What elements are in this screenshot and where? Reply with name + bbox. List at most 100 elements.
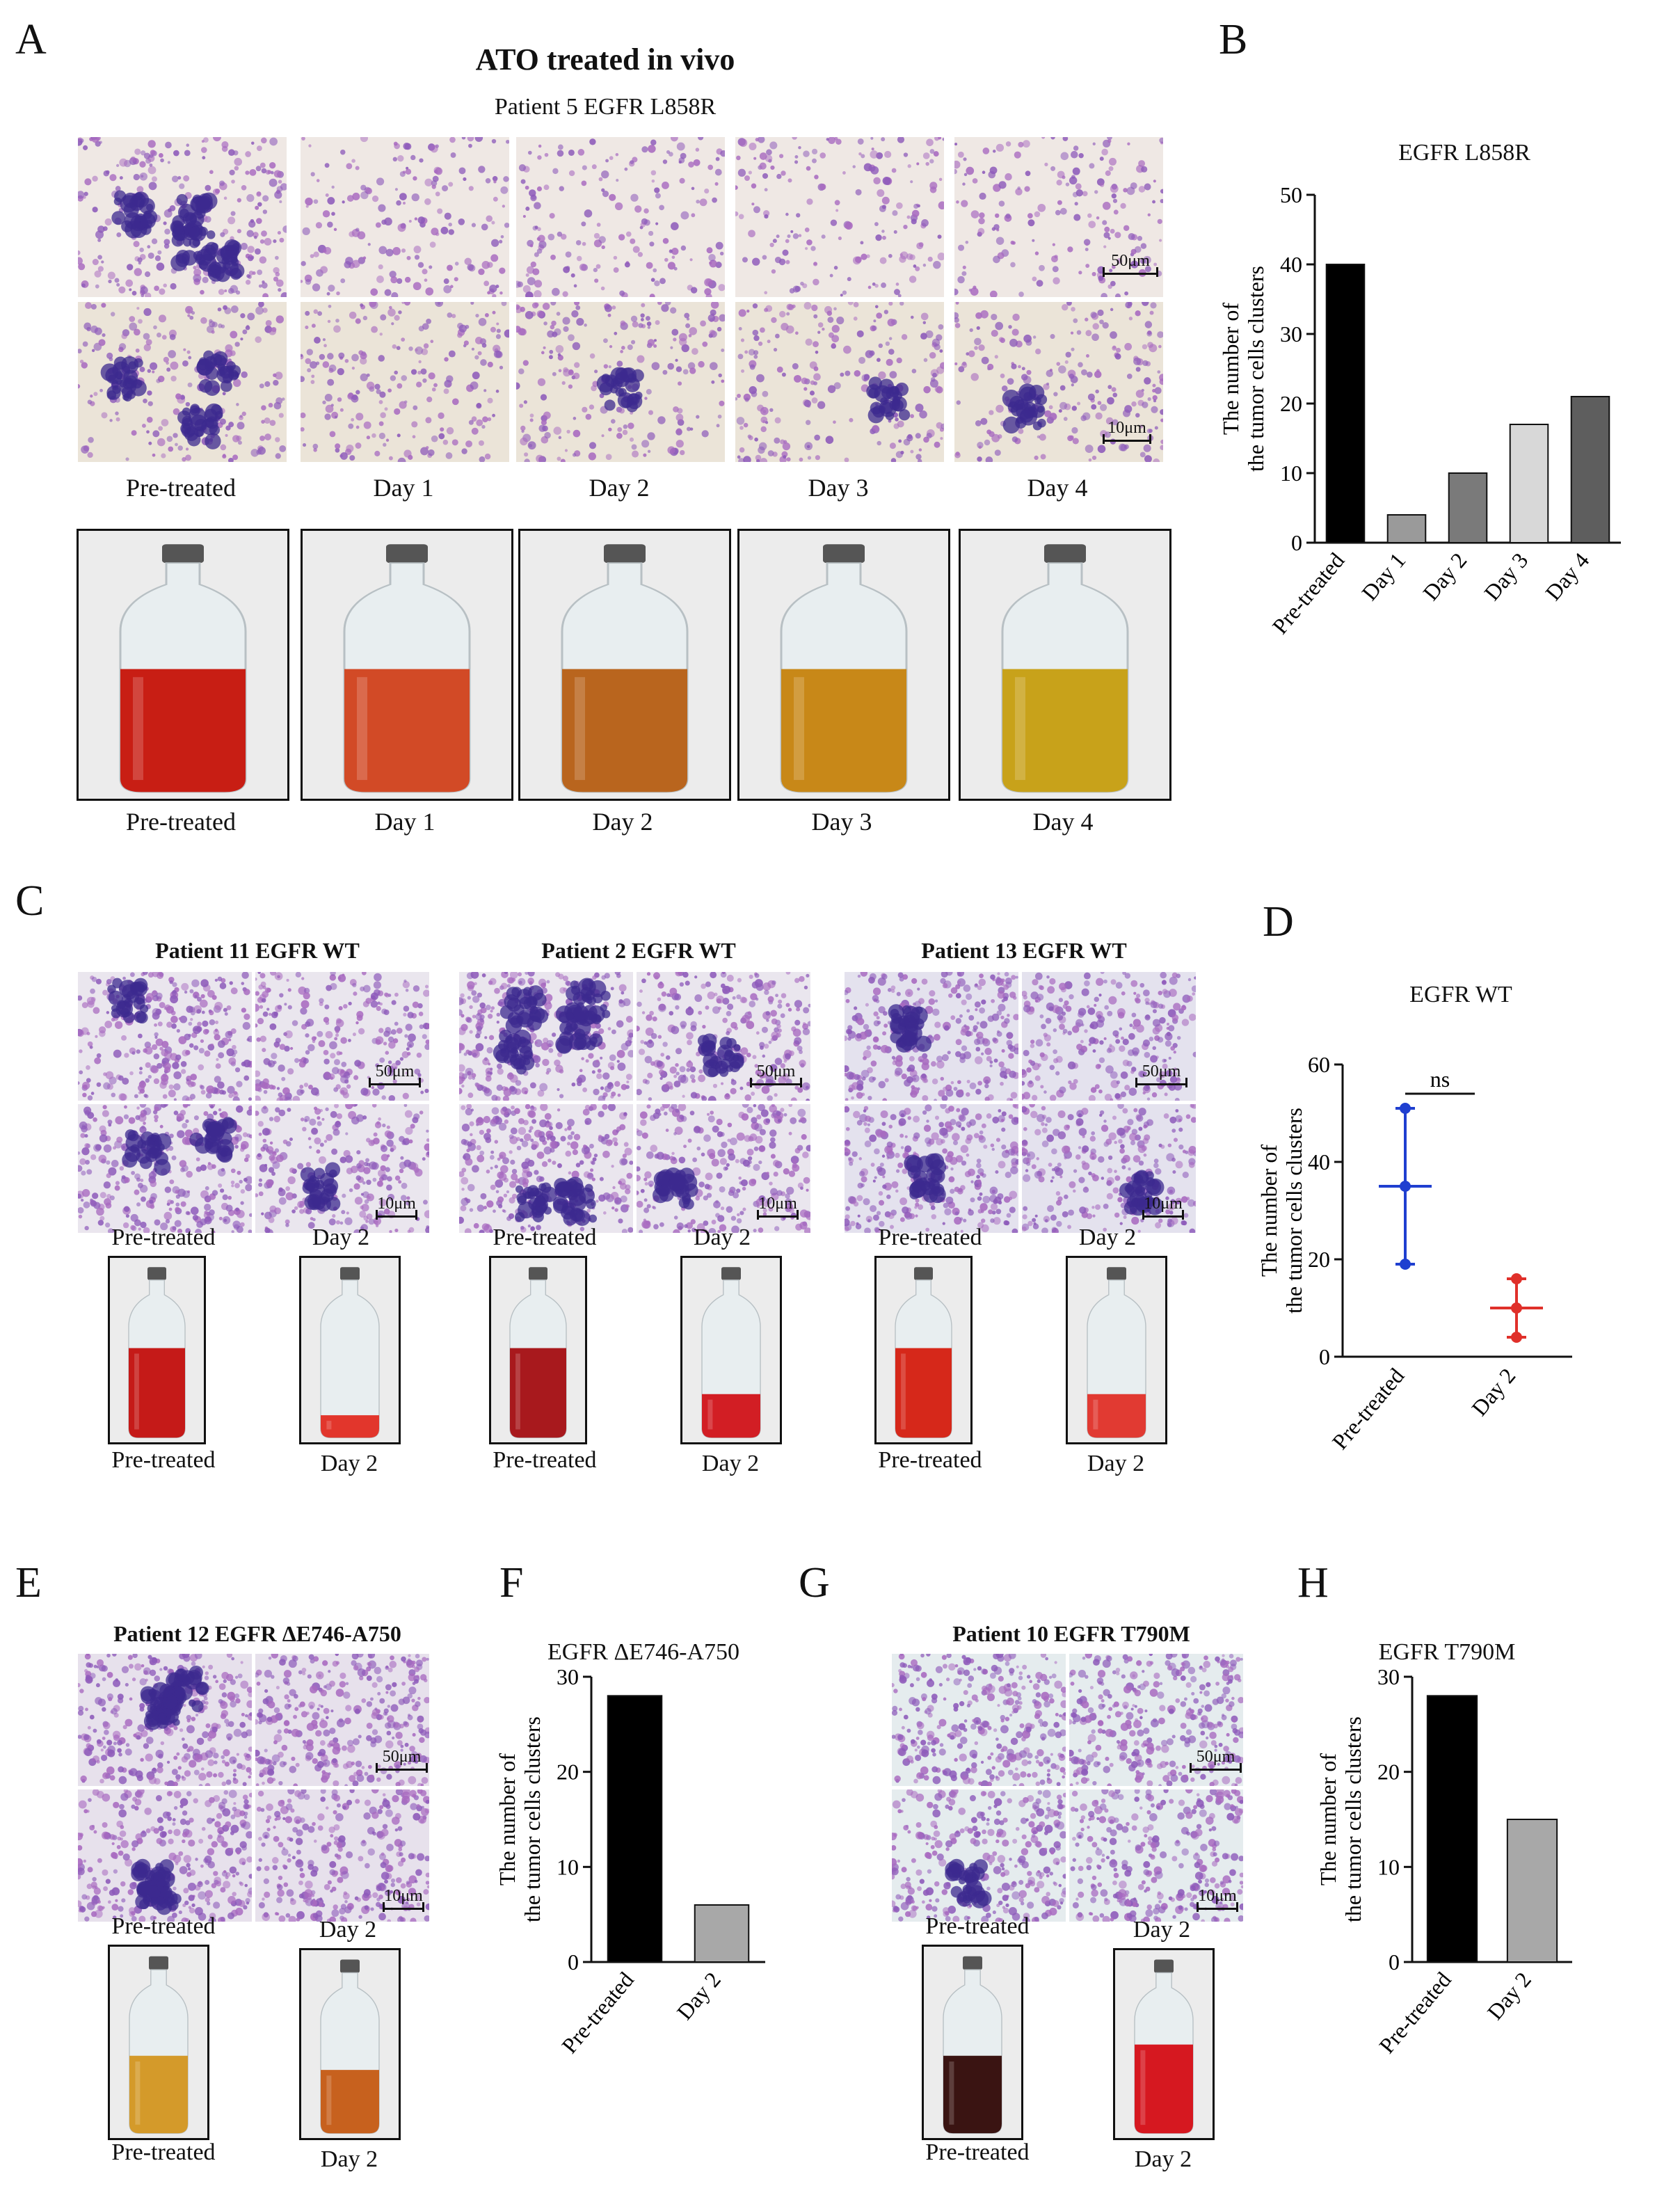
- panel-a-subtitle: Patient 5 EGFR L858R: [494, 94, 717, 120]
- bottle-panelE-day2: [299, 1948, 401, 2140]
- scale-bar-label: 50μm: [1111, 252, 1150, 270]
- micrograph-c1-day2-bottom: [254, 1103, 431, 1234]
- bottle-label-panelG-day2: Day 2: [1134, 2146, 1192, 2172]
- micrograph-a-top-1: [77, 136, 288, 298]
- bar-3: [1448, 472, 1488, 543]
- label-c1-day2: Day 2: [312, 1225, 370, 1250]
- micrograph-c3-pre-bottom: [843, 1103, 1020, 1234]
- label-c1-pre: Pre-treated: [111, 1225, 216, 1250]
- bottle-label-panelE-day2: Day 2: [320, 2146, 378, 2172]
- x-tick-label-1: Pre-treated: [557, 1967, 639, 2058]
- label-c3-pre: Pre-treated: [878, 1225, 982, 1250]
- micrograph-panelE-pre-top: [77, 1652, 253, 1787]
- bottle-c1-day2: [299, 1256, 401, 1444]
- panel-label-a: A: [15, 16, 47, 63]
- scale-bar-c1-top: 50μm: [369, 1058, 421, 1087]
- bottle-label-panelE-pre: Pre-treated: [111, 2139, 216, 2165]
- y-tick-label: 30: [1377, 1664, 1400, 1689]
- bottle-a-4: [737, 529, 950, 801]
- y-tick-label: 20: [1377, 1760, 1400, 1785]
- chart-d: EGFR WT The number ofthe tumor cells clus…: [1256, 982, 1572, 1454]
- chart-b: EGFR L858R The number ofthe tumor cells c…: [1218, 140, 1621, 639]
- micrograph-a-bottom-1: [77, 301, 288, 463]
- bottle-panelG-day2: [1113, 1948, 1215, 2140]
- scale-bar-label: 10μm: [1198, 1887, 1237, 1905]
- y-tick-label: 50: [1280, 182, 1302, 207]
- micrograph-label-4: Day 3: [808, 474, 869, 502]
- data-point-1-3: [1400, 1259, 1411, 1270]
- bar-5: [1570, 396, 1610, 543]
- y-tick-label: 0: [1389, 1949, 1400, 1975]
- panel-a-title: ATO treated in vivo: [475, 42, 735, 77]
- y-tick-label: 20: [1308, 1247, 1330, 1272]
- label-c2-pre: Pre-treated: [493, 1225, 597, 1250]
- micrograph-c2-pre-bottom: [458, 1103, 634, 1234]
- y-tick-label: 60: [1308, 1052, 1330, 1077]
- bar-4: [1509, 424, 1549, 543]
- bar-2: [1386, 514, 1427, 543]
- micrograph-label-3: Day 2: [589, 474, 650, 502]
- bottle-a-2: [301, 529, 513, 801]
- y-tick-label: 10: [557, 1854, 579, 1879]
- y-axis-label: The number ofthe tumor cells clusters: [1315, 1716, 1366, 1922]
- micrograph-panelE-day2-bottom: [254, 1788, 431, 1923]
- bottle-label-c2-day2: Day 2: [701, 1451, 760, 1476]
- y-tick-label: 10: [1280, 461, 1302, 486]
- panel-c-group-title-2: Patient 2 EGFR WT: [541, 938, 736, 963]
- y-tick-label: 0: [1291, 530, 1302, 555]
- panel-label-c: C: [15, 877, 45, 925]
- bottle-label-c1-pre: Pre-treated: [111, 1447, 216, 1473]
- bottle-label-a-1: Pre-treated: [126, 808, 236, 836]
- bar-1: [1426, 1695, 1478, 1963]
- bar-2: [694, 1904, 750, 1963]
- bottle-label-a-2: Day 1: [374, 808, 435, 836]
- scale-bar-label: 50μm: [382, 1748, 422, 1766]
- y-axis-label: The number ofthe tumor cells clusters: [495, 1716, 545, 1922]
- bottle-c2-day2: [680, 1256, 782, 1444]
- y-tick-label: 20: [1280, 391, 1302, 416]
- label-panelG-pre: Pre-treated: [925, 1913, 1030, 1939]
- bottle-a-5: [959, 529, 1171, 801]
- bottle-c2-pre: [489, 1256, 587, 1444]
- label-c3-day2: Day 2: [1078, 1225, 1137, 1250]
- scale-bar-label: 10μm: [1144, 1195, 1183, 1213]
- panel-label-e: E: [15, 1559, 42, 1606]
- scale-bar-label: 10μm: [758, 1195, 797, 1213]
- x-tick-label-1: Pre-treated: [1267, 548, 1350, 639]
- scale-bar-label: 10μm: [384, 1887, 423, 1905]
- x-tick-label-2: Day 1: [1357, 548, 1410, 605]
- bottle-a-3: [518, 529, 731, 801]
- micrograph-panelG-day2-bottom: [1068, 1788, 1245, 1923]
- scale-bar-panelG-top: 50μm: [1190, 1743, 1242, 1773]
- bottle-panelE-pre: [108, 1945, 209, 2140]
- panel-label-f: F: [499, 1559, 524, 1606]
- micrograph-a-bottom-4: [734, 301, 945, 463]
- y-tick-label: 40: [1280, 252, 1302, 277]
- bottle-label-panelG-pre: Pre-treated: [925, 2139, 1030, 2165]
- micrograph-c2-day2-bottom: [635, 1103, 812, 1234]
- scale-bar-c1-bottom: 10μm: [376, 1190, 417, 1220]
- micrograph-a-top-2: [299, 136, 511, 298]
- micrograph-panelE-day2-top: [254, 1652, 431, 1787]
- bottle-a-1: [77, 529, 289, 801]
- panel-label-b: B: [1219, 16, 1248, 63]
- bottle-panelG-pre: [922, 1945, 1023, 2140]
- bottle-label-a-5: Day 4: [1032, 808, 1094, 836]
- data-point-1-1: [1400, 1103, 1411, 1114]
- micrograph-panelG-pre-bottom: [890, 1788, 1067, 1923]
- y-tick-label: 30: [1280, 321, 1302, 346]
- micrograph-a-top-3: [515, 136, 726, 298]
- micrograph-c1-pre-top: [77, 971, 253, 1102]
- micrograph-c3-day2-top: [1021, 971, 1197, 1102]
- data-point-2-3: [1511, 1332, 1522, 1343]
- data-point-1-2: [1400, 1181, 1411, 1192]
- bottle-label-a-4: Day 3: [811, 808, 872, 836]
- bar-1: [607, 1695, 663, 1963]
- y-tick-label: 20: [557, 1760, 579, 1785]
- data-point-2-2: [1511, 1302, 1522, 1314]
- chart-title: EGFR WT: [1409, 982, 1512, 1007]
- micrograph-c3-pre-top: [843, 971, 1020, 1102]
- micrograph-c2-day2-top: [635, 971, 812, 1102]
- bottle-label-c2-pre: Pre-treated: [493, 1447, 597, 1473]
